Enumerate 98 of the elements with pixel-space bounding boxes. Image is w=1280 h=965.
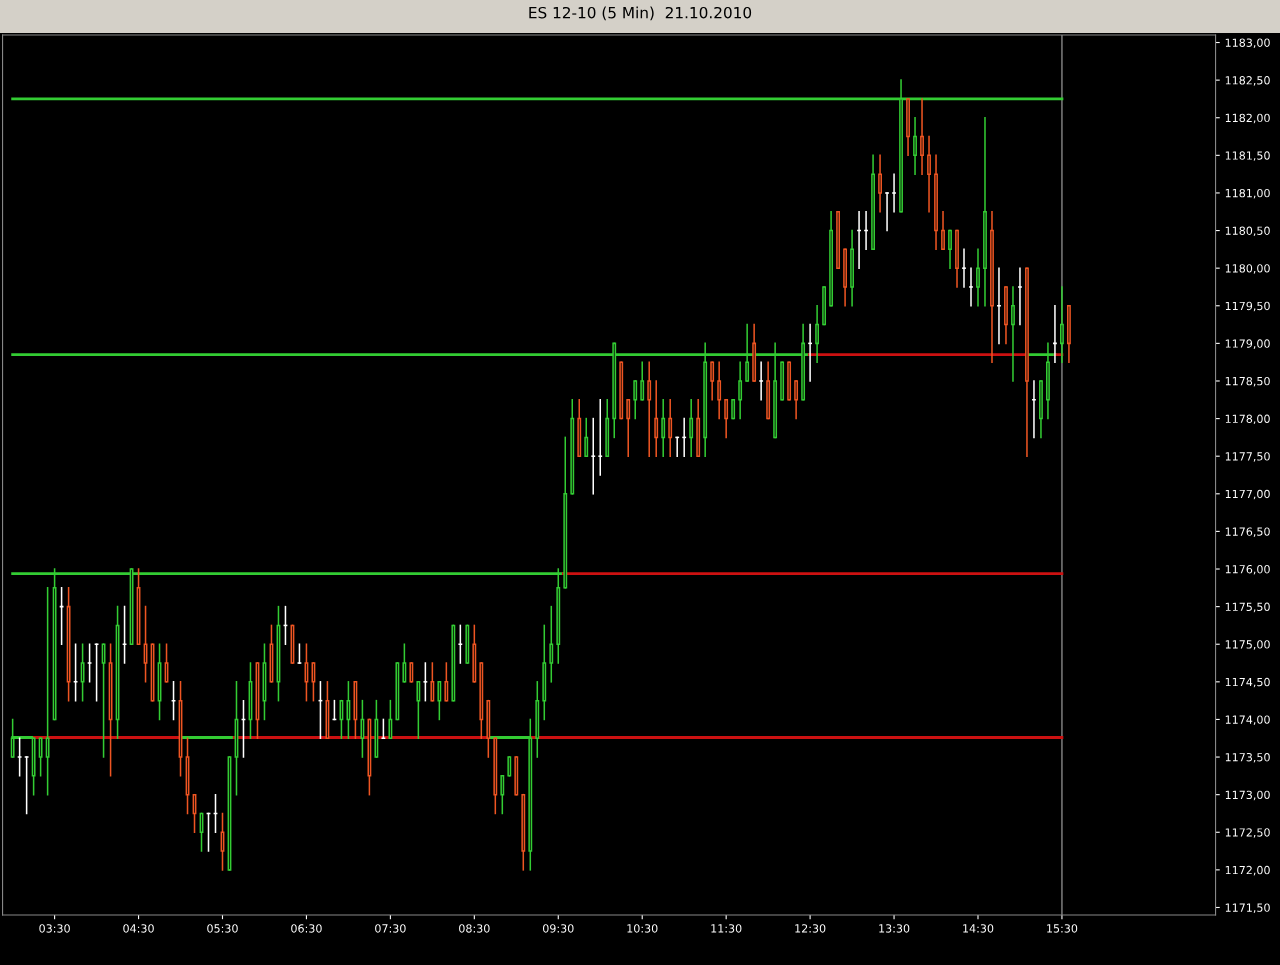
candlestick xyxy=(73,643,78,702)
candlestick xyxy=(864,210,868,251)
candlestick xyxy=(710,361,715,401)
candlestick xyxy=(409,662,414,683)
y-tick-label: 1183,00 xyxy=(1225,38,1270,49)
y-tick-label: 1175,00 xyxy=(1225,640,1270,650)
candlestick xyxy=(402,643,407,683)
candlestick xyxy=(17,737,22,777)
candlestick xyxy=(920,98,924,175)
candlestick xyxy=(689,399,694,457)
x-tick-label: 10:30 xyxy=(627,924,658,933)
x-tick-label: 07:30 xyxy=(375,924,406,933)
y-tick-label: 1179,00 xyxy=(1225,339,1270,349)
y-tick-label: 1180,00 xyxy=(1225,264,1270,274)
y-tick-label: 1171,50 xyxy=(1225,903,1270,913)
x-tick-label: 11:30 xyxy=(711,924,742,933)
y-tick-label: 1177,00 xyxy=(1225,489,1270,500)
x-tick-label: 13:30 xyxy=(879,924,910,933)
y-tick-label: 1173,00 xyxy=(1225,790,1270,801)
candlestick xyxy=(360,699,365,758)
candlestick xyxy=(423,662,428,702)
candlestick xyxy=(94,643,99,702)
candlestick xyxy=(381,718,386,740)
candlestick xyxy=(416,681,421,740)
candlestick xyxy=(122,605,127,664)
x-tick-label: 08:30 xyxy=(459,924,490,933)
candlestick xyxy=(661,399,666,457)
candlestick xyxy=(297,643,302,664)
y-tick-label: 1175,50 xyxy=(1225,602,1270,613)
x-tick-label: 04:30 xyxy=(123,924,154,933)
candlestick xyxy=(892,173,896,213)
candlestick xyxy=(437,681,442,721)
candlestick xyxy=(80,643,85,702)
candlestick xyxy=(45,587,50,796)
candlestick xyxy=(668,399,673,457)
candlestick xyxy=(731,399,736,420)
x-tick-label: 03:30 xyxy=(39,924,70,933)
candlestick xyxy=(1011,286,1015,382)
candlestick xyxy=(969,267,973,307)
y-tick-label: 1178,00 xyxy=(1225,414,1270,425)
candlestick xyxy=(584,417,589,457)
candlestick xyxy=(654,380,659,457)
y-tick-label: 1173,50 xyxy=(1225,753,1270,763)
x-tick-label: 15:30 xyxy=(1047,924,1078,933)
candlestick xyxy=(738,361,743,420)
candlestick xyxy=(724,399,729,439)
x-tick-label: 09:30 xyxy=(543,924,574,933)
candlestick xyxy=(626,399,631,457)
x-tick-label: 14:30 xyxy=(963,924,994,933)
candlestick xyxy=(948,229,952,269)
candlestick xyxy=(997,267,1001,345)
candlestick xyxy=(941,210,945,251)
candlestick xyxy=(962,248,966,288)
candlestick xyxy=(857,210,861,269)
y-tick-label: 1180,50 xyxy=(1225,226,1270,237)
candlestick xyxy=(1060,286,1064,363)
y-tick-label: 1176,00 xyxy=(1225,564,1270,575)
y-tick-label: 1177,50 xyxy=(1225,452,1270,462)
y-tick-label: 1172,00 xyxy=(1225,865,1270,876)
candlestick xyxy=(815,305,820,363)
candlestick xyxy=(549,605,554,683)
candlestick xyxy=(717,361,722,420)
x-tick-label: 12:30 xyxy=(795,924,826,933)
candlestick xyxy=(878,154,882,213)
y-tick-label: 1182,50 xyxy=(1225,76,1270,86)
y-tick-label: 1178,50 xyxy=(1225,376,1270,387)
candlestick xyxy=(647,361,652,457)
y-tick-label: 1179,50 xyxy=(1225,301,1270,312)
candlestick xyxy=(38,737,43,777)
candlestick xyxy=(1053,305,1057,363)
candlestick xyxy=(976,248,980,307)
candlestick xyxy=(885,192,889,232)
candlestick xyxy=(24,756,29,815)
candlestick xyxy=(913,116,917,175)
candlestick xyxy=(1018,267,1022,326)
candlestick xyxy=(927,135,931,213)
y-tick-label: 1182,00 xyxy=(1225,113,1270,124)
y-tick-label: 1174,50 xyxy=(1225,677,1270,688)
candlestick xyxy=(59,587,64,645)
candlestick xyxy=(346,681,351,740)
candlestick xyxy=(388,699,393,740)
candlestick xyxy=(640,361,645,401)
candlestick xyxy=(633,380,638,420)
x-tick-label: 06:30 xyxy=(291,924,322,933)
y-tick-label: 1181,00 xyxy=(1225,188,1270,199)
candlestick xyxy=(444,662,449,702)
chart-title: ES 12-10 (5 Min) 21.10.2010 xyxy=(529,6,752,21)
y-tick-label: 1174,00 xyxy=(1225,715,1270,725)
candlestick xyxy=(87,643,92,683)
y-tick-label: 1176,50 xyxy=(1225,527,1270,537)
candlestick xyxy=(430,662,435,702)
y-tick-label: 1181,50 xyxy=(1225,151,1270,161)
x-tick-label: 05:30 xyxy=(207,924,238,933)
y-tick-label: 1172,50 xyxy=(1225,828,1270,838)
candlestick xyxy=(507,756,512,777)
candlestick xyxy=(794,380,799,420)
candlestick xyxy=(500,775,505,815)
candlestick xyxy=(1032,380,1036,439)
